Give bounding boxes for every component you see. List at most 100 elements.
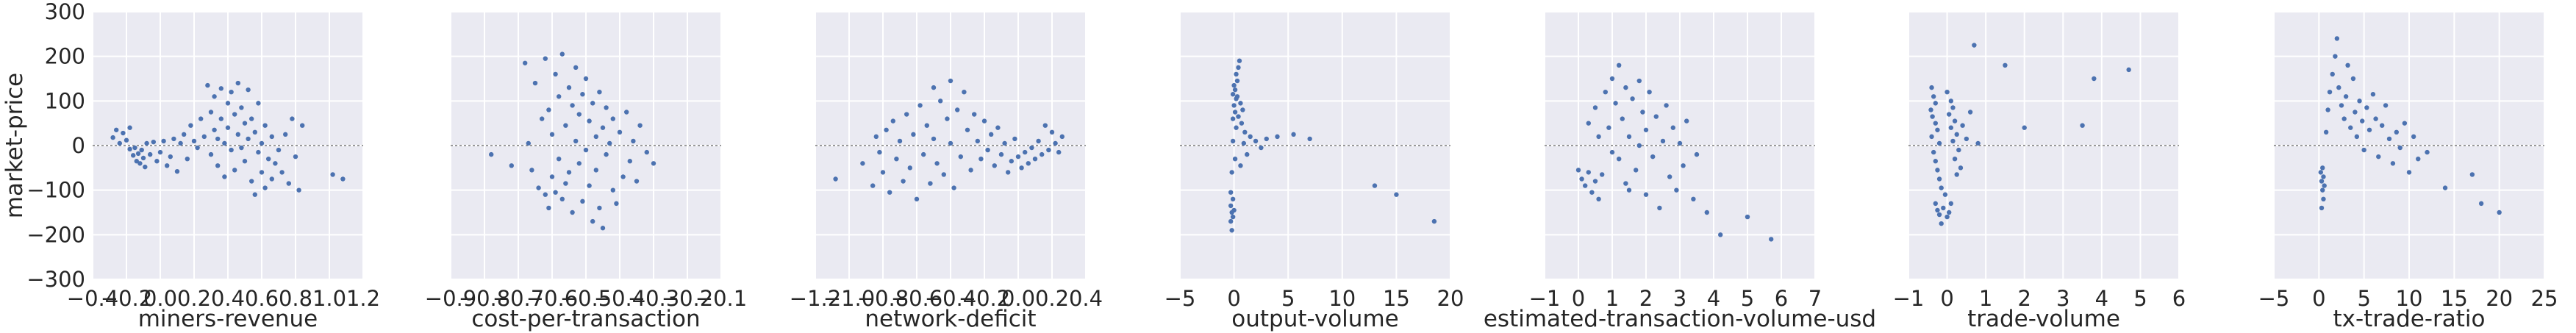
data-point — [249, 179, 254, 184]
data-point — [1253, 138, 1259, 144]
data-point — [2357, 99, 2362, 104]
data-point — [1928, 107, 1933, 112]
x-axis-label: estimated-transaction-volume-usd — [1484, 306, 1876, 332]
x-tick-label: −0.3 — [628, 286, 679, 311]
data-point — [1617, 157, 1622, 162]
x-tick-label: 5 — [2133, 286, 2147, 311]
data-point — [1950, 105, 1956, 110]
data-point — [2343, 94, 2349, 99]
data-point — [2416, 157, 2421, 162]
data-point — [536, 185, 541, 190]
data-point — [887, 190, 892, 195]
data-point — [573, 138, 579, 144]
x-tick-label: −0.6 — [526, 286, 578, 311]
data-point — [262, 185, 268, 190]
data-point — [559, 196, 565, 201]
data-point — [543, 56, 548, 61]
data-point — [1630, 96, 1635, 101]
data-point — [617, 129, 623, 135]
data-point — [222, 174, 227, 179]
data-point — [566, 170, 572, 175]
data-point — [627, 159, 632, 164]
data-point — [215, 136, 221, 142]
data-point — [229, 147, 234, 153]
data-point — [1023, 149, 1028, 155]
y-tick-label: 100 — [45, 88, 85, 113]
x-tick-label: −0.6 — [891, 286, 942, 311]
panel-cost-per-transaction: −0.9−0.8−0.7−0.6−0.5−0.4−0.3−0.2−0.1cost… — [425, 11, 747, 332]
data-point — [1579, 176, 1584, 182]
data-point — [860, 161, 865, 166]
data-point — [1674, 187, 1679, 193]
data-point — [1948, 125, 1954, 130]
data-point — [178, 140, 183, 146]
data-point — [1952, 118, 1958, 123]
data-point — [1967, 110, 1973, 115]
data-point — [154, 159, 160, 164]
data-point — [1006, 170, 1011, 175]
data-point — [563, 181, 568, 186]
data-point — [1232, 157, 1238, 162]
data-point — [131, 153, 136, 158]
data-point — [532, 80, 538, 86]
data-point — [1952, 157, 1958, 162]
data-point — [143, 164, 148, 170]
data-point — [921, 151, 926, 157]
data-point — [958, 154, 964, 160]
data-point — [132, 145, 137, 151]
data-point — [1015, 154, 1021, 160]
data-point — [928, 181, 933, 186]
data-point — [246, 136, 251, 142]
data-point — [1636, 78, 1642, 84]
data-point — [2361, 147, 2366, 153]
data-point — [833, 176, 838, 182]
x-tick-label: 0 — [1227, 286, 1240, 311]
x-tick-label: 0.0 — [1001, 286, 1035, 311]
data-point — [300, 123, 305, 128]
data-point — [2341, 116, 2347, 121]
data-point — [563, 123, 568, 128]
data-point — [644, 149, 649, 155]
data-point — [208, 151, 214, 157]
data-point — [208, 110, 214, 115]
data-point — [901, 179, 906, 184]
x-tick-label: −1.0 — [823, 286, 875, 311]
x-tick-label: 0 — [1572, 286, 1585, 311]
data-point — [259, 140, 265, 146]
data-point — [1677, 140, 1683, 146]
data-point — [981, 118, 987, 123]
data-point — [2360, 118, 2365, 123]
data-point — [587, 118, 592, 123]
data-point — [1947, 210, 1952, 215]
data-point — [2350, 76, 2356, 82]
data-point — [1660, 138, 1666, 144]
data-point — [2318, 170, 2323, 175]
data-point — [262, 123, 268, 128]
x-tick-label: 15 — [1383, 286, 1410, 311]
data-point — [1229, 170, 1234, 175]
data-point — [1964, 136, 1969, 142]
data-point — [2126, 67, 2131, 73]
data-point — [1694, 151, 1700, 157]
data-point — [651, 161, 656, 166]
x-tick-label: 5 — [2357, 286, 2370, 311]
data-point — [2022, 125, 2027, 130]
data-point — [2402, 121, 2408, 126]
data-point — [1059, 134, 1065, 140]
data-point — [620, 174, 626, 179]
data-point — [1042, 123, 1048, 128]
data-point — [1228, 203, 1234, 209]
data-point — [259, 170, 265, 175]
data-point — [1240, 107, 1245, 112]
data-point — [1056, 149, 1062, 155]
data-point — [1032, 157, 1038, 162]
data-point — [276, 147, 282, 153]
data-point — [185, 157, 190, 162]
data-point — [604, 151, 609, 157]
data-point — [121, 130, 126, 136]
data-point — [1653, 114, 1659, 119]
data-point — [1613, 101, 1618, 106]
data-point — [1291, 132, 1296, 137]
data-point — [232, 168, 237, 173]
data-point — [2080, 123, 2085, 128]
